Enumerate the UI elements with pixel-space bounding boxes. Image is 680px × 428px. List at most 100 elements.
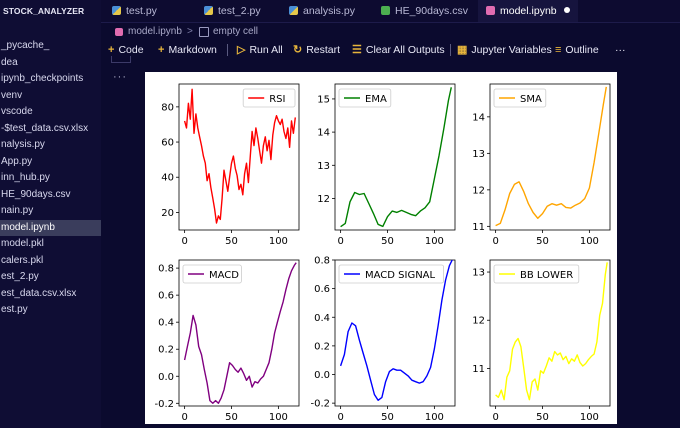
sidebar-item-est-py[interactable]: est.py (1, 304, 28, 315)
cell-output-figure: 0 50 100 20 40 60 80 RSI 0 50 100 12 13 14 15 EMA 0 50 100… (145, 72, 617, 424)
chart-3-axes-frame (489, 83, 611, 231)
chart-5-y-tick-label: -0.2 (310, 399, 330, 410)
chart-1-y-tick-label: 20 (161, 208, 174, 219)
sidebar-item-ipynb-checkpoints[interactable]: ipynb_checkpoints (1, 73, 84, 84)
sidebar-item-nalysis-py[interactable]: nalysis.py (1, 139, 45, 150)
python-icon (289, 6, 298, 15)
cell-icon (199, 27, 209, 37)
chart-5-axes-frame (334, 259, 456, 407)
breadcrumb-file[interactable]: model.ipynb (128, 26, 182, 37)
tab-test-py[interactable]: test.py (107, 0, 199, 22)
chart-5-y-tick-label: 0.6 (314, 284, 330, 295)
chart-2-y-tick-label: 13 (317, 161, 330, 172)
chart-6-x-tick-label: 100 (580, 412, 599, 423)
run-all-button[interactable]: ▷ Run All (237, 44, 283, 56)
chart-5-series-line (339, 259, 453, 401)
cell-execution-bracket (111, 56, 131, 63)
chart-3-legend-label: SMA (520, 94, 542, 105)
chart-4-legend-box (182, 264, 242, 284)
run-icon: ▷ (237, 44, 246, 56)
more-actions-button[interactable]: ··· (615, 44, 626, 56)
sidebar-item-dea[interactable]: dea (1, 56, 18, 68)
chart-3-y-tick-label: 12 (472, 185, 485, 196)
sidebar-item-model-pkl[interactable]: model.pkl (1, 238, 44, 249)
chart-6-axes-frame (489, 259, 611, 407)
chart-5-y-tick-label: 0.8 (314, 256, 330, 267)
chart-1-legend-label: RSI (269, 94, 285, 105)
chart-2-x-tick-label: 100 (425, 236, 444, 247)
python-icon (112, 6, 121, 15)
sidebar-item-nain-py[interactable]: nain.py (1, 205, 34, 216)
sidebar-item-inn-hub-py[interactable]: inn_hub.py (1, 172, 50, 183)
csv-icon (381, 6, 390, 15)
chart-1-legend-box (242, 88, 296, 108)
chart-5-legend-box (338, 264, 444, 284)
unsaved-dot-icon[interactable] (563, 7, 570, 13)
add-code-cell-button[interactable]: + Code (108, 44, 144, 56)
chart-2-legend-label: EMA (365, 94, 387, 105)
indicator-subplots: 0 50 100 20 40 60 80 RSI 0 50 100 12 13 14 15 EMA 0 50 100… (154, 83, 611, 423)
chart-5-y-tick-label: 0.2 (314, 341, 330, 352)
sidebar-item-he-90days-csv[interactable]: HE_90days.csv (1, 188, 71, 200)
notebook-icon (486, 6, 495, 15)
add-markdown-cell-button[interactable]: + Markdown (158, 44, 217, 56)
sidebar-item-model-ipynb[interactable]: model.ipynb (0, 219, 101, 236)
chart-3-y-tick-label: 14 (472, 112, 485, 123)
chart-4-x-tick-label: 100 (269, 412, 288, 423)
outline-button[interactable]: ≡ Outline (555, 44, 599, 56)
chart-5-y-tick-label: 0.0 (314, 370, 330, 381)
chart-2-series-line (340, 87, 452, 228)
cell-output-more-button[interactable]: ··· (113, 71, 127, 83)
sidebar-item-test-data-csv-xlsx[interactable]: -$test_data.csv.xlsx (1, 122, 89, 134)
clear-all-outputs-button[interactable]: ☰ Clear All Outputs (352, 44, 445, 56)
chart-3-legend-box (493, 88, 547, 108)
sidebar-item-est-data-csv-xlsx[interactable]: est_data.csv.xlsx (1, 287, 77, 299)
sidebar-item-est-2-py[interactable]: est_2.py (1, 271, 39, 282)
chart-3-x-tick-label: 50 (536, 236, 549, 247)
chart-1-y-tick-label: 60 (161, 138, 174, 149)
chart-5-x-tick-label: 0 (337, 412, 343, 423)
file-explorer: STOCK_ANALYZER _pycache_dea ipynb_checkpo… (0, 0, 101, 428)
chart-5-x-tick-label: 50 (381, 412, 394, 423)
chart-4-y-tick-label: 0.8 (158, 264, 174, 275)
toolbar-divider (450, 44, 451, 56)
tab-model-ipynb[interactable]: model.ipynb (478, 0, 578, 22)
variables-icon: ▦ (457, 44, 468, 56)
breadcrumb-separator: > (187, 26, 193, 37)
sidebar-item-calers-pkl[interactable]: calers.pkl (1, 254, 44, 266)
chart-6-y-tick-label: 13 (472, 268, 485, 279)
chart-2-y-tick-label: 15 (317, 94, 330, 105)
python-icon (204, 6, 213, 15)
chart-4-y-tick-label: 0.0 (158, 372, 174, 383)
plus-icon: + (158, 44, 165, 56)
chart-4-y-tick-label: -0.2 (154, 399, 174, 410)
chart-1-series-line (183, 88, 296, 224)
tab-test-2-py[interactable]: test_2.py (199, 0, 282, 22)
notebook-toolbar: + Code + Markdown ▷ Run All ↻ Restart ☰ Clear… (101, 40, 680, 60)
chart-4-y-tick-label: 0.2 (158, 345, 174, 356)
sidebar-item-venv[interactable]: venv (1, 89, 23, 101)
chart-6-x-tick-label: 50 (536, 412, 549, 423)
chart-3-y-tick-label: 13 (472, 149, 485, 160)
explorer-title[interactable]: STOCK_ANALYZER (3, 6, 85, 16)
restart-button[interactable]: ↻ Restart (293, 44, 341, 56)
tab-he-90days-csv[interactable]: HE_90days.csv (374, 0, 478, 22)
chart-3-x-tick-label: 100 (580, 236, 599, 247)
tab-analysis-py[interactable]: analysis.py (282, 0, 374, 22)
sidebar-item-app-py[interactable]: App.py (1, 155, 33, 167)
chart-6-y-tick-label: 12 (472, 316, 485, 327)
chart-3-x-tick-label: 0 (492, 236, 498, 247)
chart-5-legend-label: MACD SIGNAL (365, 270, 436, 281)
chart-2-axes-frame (334, 83, 456, 231)
chart-4-y-tick-label: 0.6 (158, 291, 174, 302)
outline-icon: ≡ (555, 44, 562, 56)
chart-4-axes-frame (178, 259, 300, 407)
breadcrumb-cell[interactable]: empty cell (213, 26, 259, 37)
chart-6-series-line (495, 262, 608, 401)
restart-icon: ↻ (293, 44, 303, 56)
sidebar-item-pycache[interactable]: _pycache_ (1, 40, 50, 51)
chart-1-y-tick-label: 40 (161, 173, 174, 184)
jupyter-variables-button[interactable]: ▦ Jupyter Variables (457, 44, 552, 56)
sidebar-item-vscode[interactable]: vscode (1, 106, 33, 117)
